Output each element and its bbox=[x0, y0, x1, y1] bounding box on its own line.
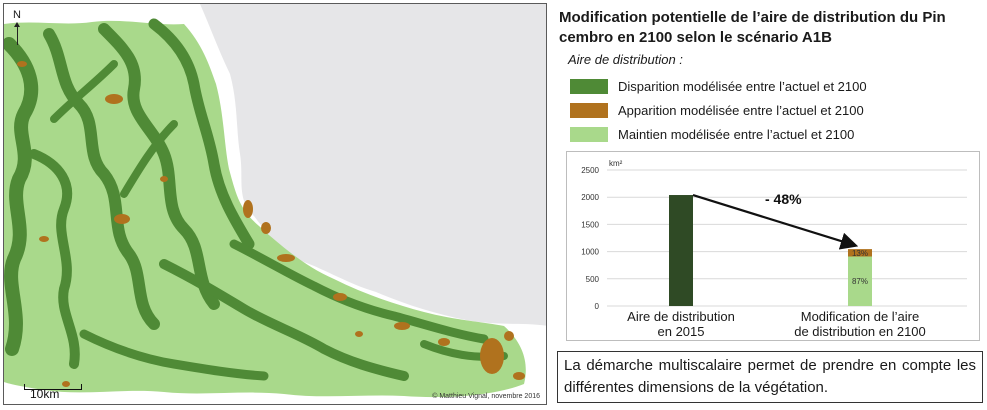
legend-item-gain: Apparition modélisée entre l’actuel et 2… bbox=[570, 98, 970, 122]
loss-zones bbox=[4, 18, 508, 381]
bar-segment-label: 13% bbox=[852, 249, 868, 258]
north-arrow-stem bbox=[16, 27, 18, 45]
bar-segment-label: 87% bbox=[852, 277, 868, 286]
caption-box: La démarche multiscalaire permet de pren… bbox=[557, 351, 983, 403]
map-credit: © Matthieu Vignal, novembre 2016 bbox=[432, 393, 540, 400]
y-tick-label: 2000 bbox=[581, 193, 599, 202]
north-label: N bbox=[13, 9, 21, 21]
y-unit-label: km² bbox=[609, 159, 623, 168]
scale-bar bbox=[24, 384, 82, 390]
y-tick-label: 0 bbox=[595, 302, 600, 311]
category-label: Aire de distribution bbox=[627, 309, 735, 324]
bar-chart-svg: 0 500 1000 1500 2000 2500 km² 87% 13% Aire de dis… bbox=[581, 159, 967, 339]
bar-1-segment-0 bbox=[848, 256, 872, 306]
bar-0-segment-0 bbox=[669, 195, 693, 306]
y-tick-label: 2500 bbox=[581, 166, 599, 175]
legend: Disparition modélisée entre l’actuel et … bbox=[570, 74, 970, 146]
bar-1-segment-1 bbox=[848, 249, 872, 257]
legend-label-kept: Maintien modélisée entre l’actuel et 210… bbox=[618, 126, 855, 142]
legend-item-loss: Disparition modélisée entre l’actuel et … bbox=[570, 74, 970, 98]
y-tick-label: 500 bbox=[586, 275, 600, 284]
legend-item-kept: Maintien modélisée entre l’actuel et 210… bbox=[570, 122, 970, 146]
legend-label-loss: Disparition modélisée entre l’actuel et … bbox=[618, 78, 867, 94]
map-drawing bbox=[4, 4, 546, 404]
north-arrow: N bbox=[12, 10, 22, 45]
category-label: en 2015 bbox=[658, 324, 705, 339]
north-arrow-head-icon bbox=[14, 22, 20, 27]
category-label: Modification de l’aire bbox=[801, 309, 920, 324]
y-tick-label: 1500 bbox=[581, 220, 599, 229]
legend-swatch-gain bbox=[570, 102, 608, 118]
decrease-annotation: - 48% bbox=[765, 191, 802, 207]
scale-label: 10km bbox=[30, 387, 60, 401]
legend-swatch-loss bbox=[570, 78, 608, 94]
decrease-arrow bbox=[692, 193, 859, 250]
legend-label-gain: Apparition modélisée entre l’actuel et 2… bbox=[618, 102, 864, 118]
gain-zones bbox=[17, 61, 525, 387]
category-label: de distribution en 2100 bbox=[794, 324, 926, 339]
bar-chart: 0 500 1000 1500 2000 2500 km² 87% 13% Aire de dis… bbox=[566, 151, 980, 341]
legend-swatch-kept bbox=[570, 126, 608, 142]
y-tick-label: 1000 bbox=[581, 248, 599, 257]
distribution-map: N 10km © Matthieu Vignal, novembre 2016 bbox=[3, 3, 547, 405]
page-title: Modification potentielle de l’aire de di… bbox=[559, 9, 946, 46]
legend-heading: Aire de distribution : bbox=[568, 52, 683, 67]
